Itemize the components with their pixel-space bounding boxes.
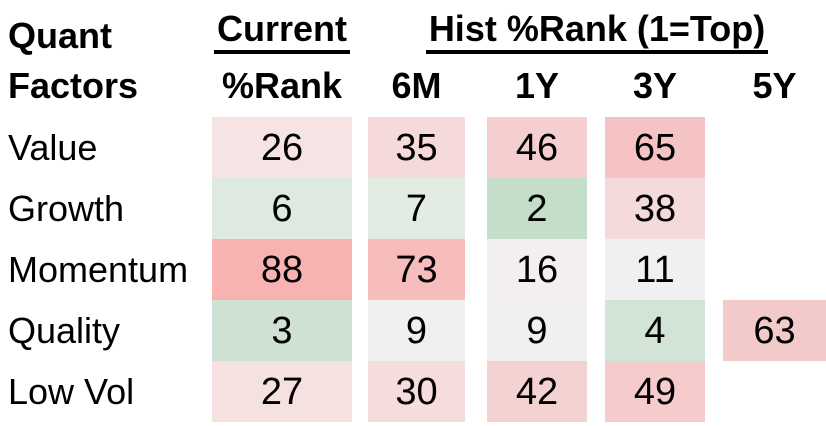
col-header-5y: 5Y — [752, 65, 797, 106]
hist-rank-header: Hist %Rank (1=Top) — [425, 11, 769, 54]
heatmap-cell-lowvol-1y: 42 — [487, 361, 587, 422]
heatmap-cell-quality-6m: 9 — [368, 300, 465, 361]
current-header-group: Current — [212, 0, 352, 56]
table-title-line2: Factors — [8, 65, 139, 106]
heatmap-cell-value-6m: 35 — [368, 117, 465, 178]
row-label-low-vol: Low Vol — [8, 370, 135, 412]
row-label-value: Value — [8, 126, 98, 168]
table-title-line1: Quant — [8, 15, 112, 56]
col-header-current-rank: %Rank — [221, 65, 343, 106]
col-header-1y: 1Y — [514, 65, 560, 106]
row-label-quality: Quality — [8, 309, 121, 351]
heatmap-cell-lowvol-6m: 30 — [368, 361, 465, 422]
heatmap-cell-growth-3y: 38 — [605, 178, 705, 239]
heatmap-cell-quality-3y: 4 — [605, 300, 705, 361]
heatmap-cell-growth-current: 6 — [212, 178, 352, 239]
heatmap-cell-growth-6m: 7 — [368, 178, 465, 239]
heatmap-cell-quality-current: 3 — [212, 300, 352, 361]
heatmap-cell-value-5y — [723, 117, 826, 178]
heatmap-cell-momentum-3y: 11 — [605, 239, 705, 300]
heatmap-cell-momentum-current: 88 — [212, 239, 352, 300]
heatmap-cell-value-current: 26 — [212, 117, 352, 178]
heatmap-cell-lowvol-3y: 49 — [605, 361, 705, 422]
heatmap-cell-lowvol-5y — [723, 361, 826, 422]
heatmap-cell-momentum-6m: 73 — [368, 239, 465, 300]
heatmap-cell-lowvol-current: 27 — [212, 361, 352, 422]
heatmap-cell-growth-5y — [723, 178, 826, 239]
heatmap-cell-growth-1y: 2 — [487, 178, 587, 239]
row-label-momentum: Momentum — [8, 248, 189, 290]
heatmap-cell-quality-1y: 9 — [487, 300, 587, 361]
heatmap-cell-quality-5y: 63 — [723, 300, 826, 361]
col-header-3y: 3Y — [632, 65, 678, 106]
heatmap-cell-momentum-1y: 16 — [487, 239, 587, 300]
row-label-growth: Growth — [8, 187, 125, 229]
current-header: Current — [213, 11, 350, 54]
heatmap-cell-value-1y: 46 — [487, 117, 587, 178]
heatmap-cell-value-3y: 65 — [605, 117, 705, 178]
heatmap-cell-momentum-5y — [723, 239, 826, 300]
hist-header-group: Hist %Rank (1=Top) — [368, 0, 826, 56]
col-header-6m: 6M — [391, 65, 442, 106]
